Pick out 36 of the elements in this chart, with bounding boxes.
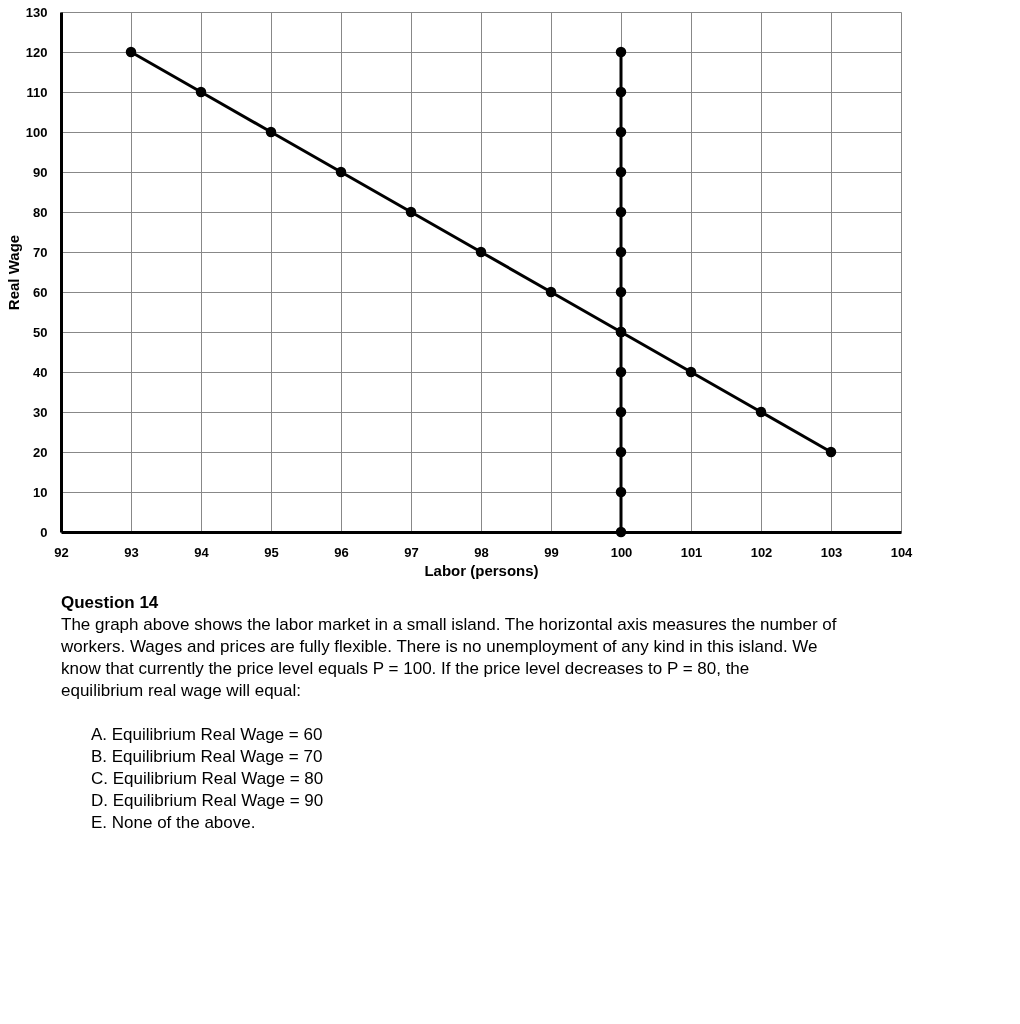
text: B. Equilibrium Real Wage = 70 bbox=[91, 747, 323, 766]
text: D. Equilibrium Real Wage = 90 bbox=[91, 791, 324, 810]
y-tick-label: 40 bbox=[33, 364, 48, 380]
x-tick-label: 97 bbox=[404, 544, 419, 560]
y-tick-label: 30 bbox=[33, 404, 48, 420]
x-tick-label: 92 bbox=[54, 544, 69, 560]
x-tick-label: 102 bbox=[750, 544, 773, 560]
text: A. Equilibrium Real Wage = 60 bbox=[91, 725, 323, 744]
x-axis-title: Labor (persons) bbox=[424, 561, 539, 579]
text: The graph above shows the labor market in a small island. The horizontal axis measures the number of workers. Wages and prices are fully flexible. There is no unemployment of any kind in this island. We know that currently the price level equals P = 100. If the price level decreases to P = 80, the equilibrium real wage will equal: bbox=[60, 615, 837, 700]
text: E. None of the above. bbox=[91, 813, 256, 832]
y-tick-label: 80 bbox=[33, 204, 48, 220]
y-tick-label: 50 bbox=[33, 324, 48, 340]
text: C. Equilibrium Real Wage = 80 bbox=[91, 769, 324, 788]
x-tick-label: 104 bbox=[890, 544, 914, 560]
x-tick-label: 98 bbox=[474, 544, 489, 560]
y-axis-title: Real Wage bbox=[4, 234, 22, 311]
y-tick-label: 120 bbox=[25, 44, 48, 60]
y-tick-label: 60 bbox=[33, 284, 48, 300]
x-tick-label: 93 bbox=[124, 544, 139, 560]
x-tick-label: 99 bbox=[544, 544, 559, 560]
y-tick-label: 90 bbox=[33, 164, 48, 180]
y-tick-label: 100 bbox=[25, 124, 48, 140]
y-tick-label: 20 bbox=[33, 444, 48, 460]
y-tick-label: 110 bbox=[26, 84, 48, 100]
x-tick-label: 100 bbox=[610, 544, 633, 560]
y-tick-label: 0 bbox=[40, 524, 48, 540]
text: Question 14 bbox=[61, 593, 159, 612]
x-tick-label: 96 bbox=[334, 544, 349, 560]
x-tick-label: 95 bbox=[264, 544, 279, 560]
x-tick-label: 101 bbox=[680, 544, 703, 560]
y-tick-label: 130 bbox=[25, 4, 48, 20]
x-tick-label: 103 bbox=[820, 544, 843, 560]
x-tick-label: 94 bbox=[194, 544, 210, 560]
y-tick-label: 70 bbox=[33, 244, 48, 260]
y-tick-label: 10 bbox=[33, 484, 48, 500]
